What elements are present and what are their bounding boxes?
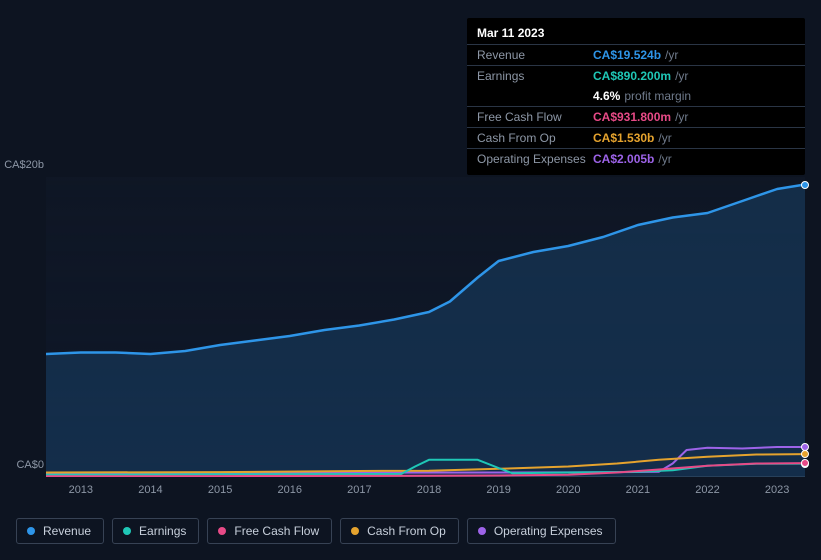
legend-item[interactable]: Cash From Op	[340, 518, 459, 544]
tooltip-label: Cash From Op	[477, 130, 593, 146]
tooltip-row: 4.6% profit margin	[467, 86, 805, 106]
legend-dot	[27, 527, 35, 535]
legend-label: Cash From Op	[367, 524, 446, 538]
legend-item[interactable]: Operating Expenses	[467, 518, 616, 544]
legend-dot	[218, 527, 226, 535]
legend-item[interactable]: Revenue	[16, 518, 104, 544]
x-tick: 2023	[765, 484, 789, 496]
legend-item[interactable]: Free Cash Flow	[207, 518, 332, 544]
tooltip-suffix: /yr	[665, 48, 678, 62]
x-tick: 2016	[277, 484, 301, 496]
legend-dot	[123, 527, 131, 535]
legend-label: Revenue	[43, 524, 91, 538]
tooltip-row: Free Cash FlowCA$931.800m/yr	[467, 106, 805, 127]
y-tick-top: CA$20b	[0, 159, 44, 171]
tooltip-date: Mar 11 2023	[467, 24, 805, 44]
legend: Revenue Earnings Free Cash Flow Cash From O…	[16, 518, 616, 544]
x-tick: 2021	[626, 484, 650, 496]
tooltip-suffix: /yr	[675, 69, 688, 83]
tooltip-value: CA$931.800m	[593, 110, 671, 124]
plot-area[interactable]	[46, 177, 805, 477]
legend-dot	[478, 527, 486, 535]
tooltip-value: CA$890.200m	[593, 69, 671, 83]
tooltip-label: Revenue	[477, 47, 593, 63]
series-marker	[801, 459, 809, 467]
tooltip-row: RevenueCA$19.524b/yr	[467, 44, 805, 65]
x-tick: 2013	[69, 484, 93, 496]
legend-label: Operating Expenses	[494, 524, 603, 538]
x-tick: 2019	[486, 484, 510, 496]
x-tick: 2020	[556, 484, 580, 496]
tooltip-row: EarningsCA$890.200m/yr	[467, 65, 805, 86]
tooltip-suffix: profit margin	[624, 89, 691, 103]
x-tick: 2015	[208, 484, 232, 496]
x-tick: 2017	[347, 484, 371, 496]
legend-label: Earnings	[139, 524, 186, 538]
legend-item[interactable]: Earnings	[112, 518, 199, 544]
hover-tooltip: Mar 11 2023 RevenueCA$19.524b/yrEarnings…	[467, 18, 805, 175]
tooltip-suffix: /yr	[658, 131, 671, 145]
tooltip-suffix: /yr	[675, 110, 688, 124]
series-marker	[801, 450, 809, 458]
x-tick: 2022	[695, 484, 719, 496]
x-tick: 2018	[417, 484, 441, 496]
tooltip-value: 4.6%	[593, 89, 620, 103]
tooltip-label: Earnings	[477, 68, 593, 84]
legend-dot	[351, 527, 359, 535]
y-tick-bottom: CA$0	[0, 459, 44, 471]
tooltip-row: Cash From OpCA$1.530b/yr	[467, 127, 805, 148]
x-tick: 2014	[138, 484, 162, 496]
legend-label: Free Cash Flow	[234, 524, 319, 538]
tooltip-value: CA$1.530b	[593, 131, 654, 145]
series-marker	[801, 181, 809, 189]
tooltip-label: Free Cash Flow	[477, 109, 593, 125]
financial-chart: CA$20b CA$0 2013201420152016201720182019…	[16, 160, 805, 530]
tooltip-value: CA$19.524b	[593, 48, 661, 62]
tooltip-label	[477, 88, 593, 104]
